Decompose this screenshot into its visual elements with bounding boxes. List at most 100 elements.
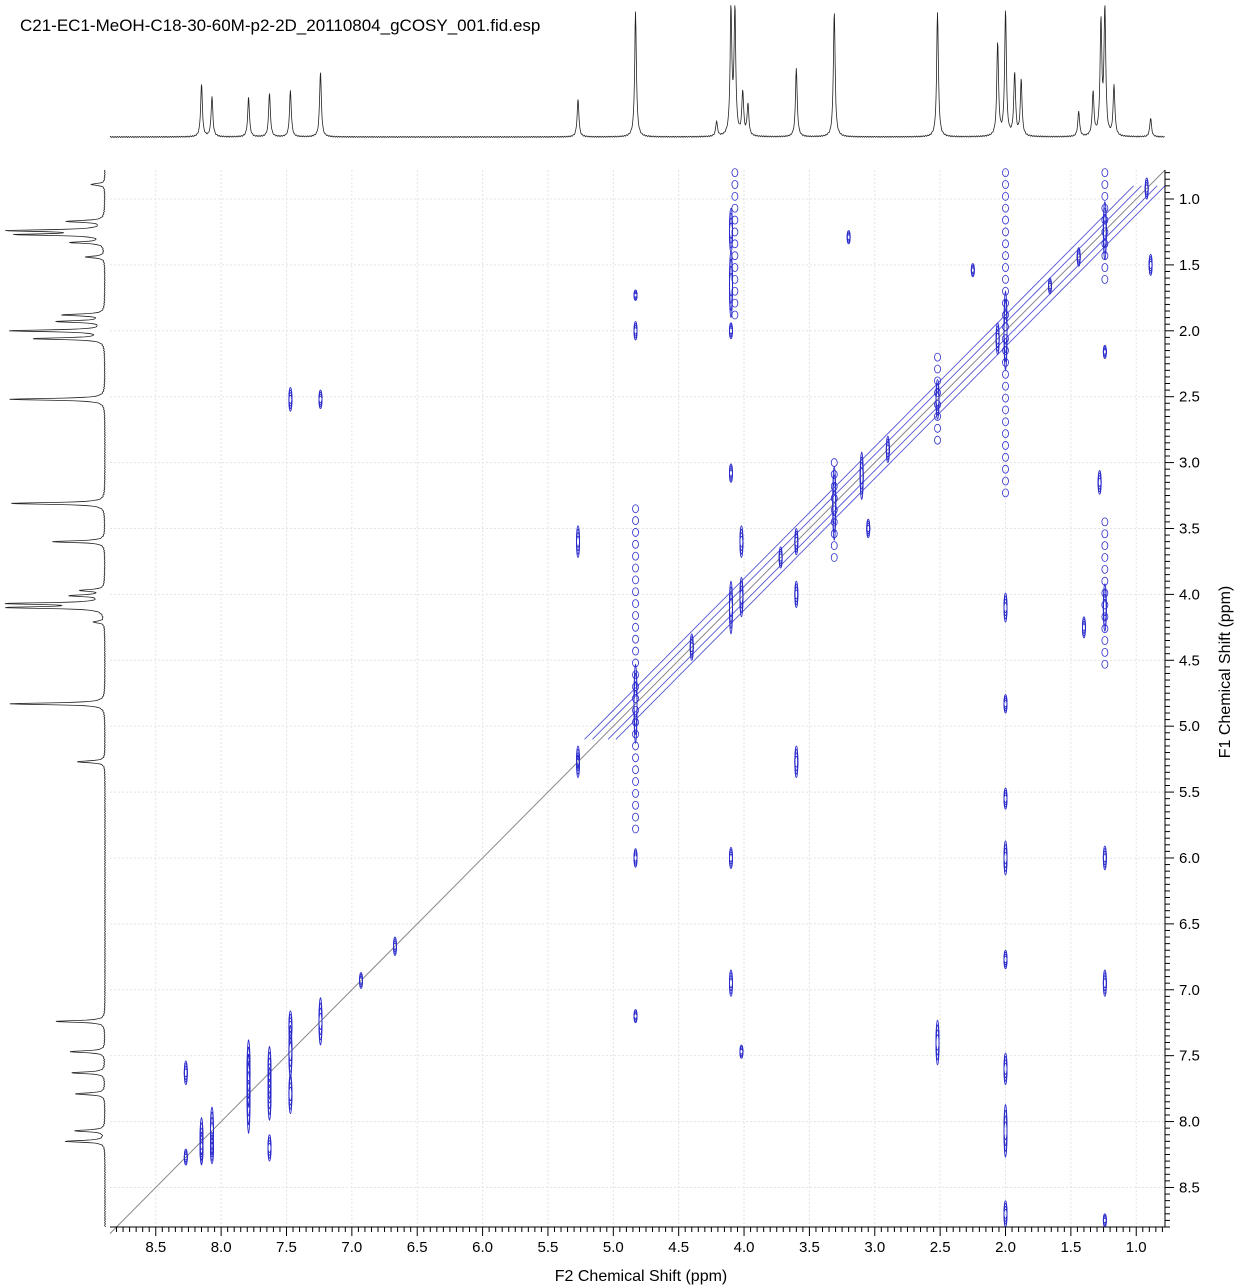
cross-peak [1148,253,1153,276]
noise-ridge-contour [934,352,941,362]
y-tick-label: 4.0 [1179,586,1200,603]
cross-peak [729,251,733,319]
noise-ridge-contour [632,717,639,727]
diagonal-peak-level [885,444,890,455]
diagonal-peak [267,1045,272,1100]
cross-peak-level [576,535,580,548]
cross-peak-level [1102,978,1107,989]
noise-ridge [830,458,838,562]
cross-peak [729,322,733,340]
noise-ridge-contour [1101,624,1109,634]
diagonal-contour-band [615,185,1166,740]
cross-peak-level [1081,623,1086,632]
cross-peak-level [267,1142,272,1153]
spectrum-file-title: C21-EC1-MeOH-C18-30-60M-p2-2D_20110804_g… [20,16,541,35]
cross-peak [935,1019,940,1066]
diagonal-peak [995,322,1000,355]
cross-peak-level [729,327,733,334]
noise-ridge-contour [632,812,639,822]
cross-peak-level [1003,1063,1008,1075]
cross-peak-level [288,1020,293,1033]
y-tick-label: 7.5 [1179,1048,1200,1065]
cross-peak-level [739,1049,744,1055]
noise-ridge [1101,517,1109,669]
cross-peak [1003,694,1008,714]
cross-peak-level [183,1068,188,1078]
cross-peak [729,207,733,254]
cross-peak-level [267,1084,272,1104]
f2-projection-trace [109,5,1165,139]
cross-peak [1003,1103,1008,1158]
diagonal-peak-level [267,1063,272,1083]
cross-peak-level [199,1142,204,1154]
cross-peak-level [210,1142,214,1154]
noise-ridge-contour [830,541,838,551]
noise-ridge-contour [1101,600,1109,610]
cross-peak [1102,583,1107,632]
x-tick-label: 1.0 [1126,1239,1147,1256]
noise-ridge-contour [632,824,639,834]
noise-ridge-contour [1101,274,1109,284]
diagonal-peak-level [1048,282,1052,290]
noise-ridge-contour [1002,429,1009,438]
noise-ridge-contour [1002,274,1009,284]
noise-ridge-contour [1101,564,1109,574]
y-tick-label: 5.5 [1179,784,1200,801]
f2-projection-spectrum [109,5,1165,139]
cross-peak-level [1102,1217,1107,1224]
cross-peak [1102,845,1107,871]
cross-peak [633,321,638,341]
diagonal-peak-level [859,467,864,485]
noise-ridge-contour [1002,203,1009,213]
noise-ridge-contour [830,517,838,527]
diagonal-peak [318,997,323,1046]
noise-ridge-contour [632,504,639,514]
cross-peak [794,745,799,779]
cross-peak [267,1067,272,1121]
noise-ridge-contour [1101,588,1109,598]
noise-ridge-contour [1002,322,1009,332]
diagonal-peak [729,580,733,635]
noise-ridge-contour [731,286,739,296]
noise-ridge-contour [1002,168,1009,178]
cross-peak [1102,969,1107,997]
y-tick-label: 7.0 [1179,982,1200,999]
f1-projection-trace [4,169,106,1228]
noise-ridge-contour [830,529,838,539]
noise-ridge [632,504,639,834]
noise-ridge-contour [1002,358,1009,367]
cross-peak [318,389,323,409]
y-tick-label: 1.5 [1179,257,1200,274]
cross-peak-level [1097,477,1102,487]
noise-ridge [1101,168,1109,284]
diagonal-peak-level [183,1154,188,1161]
diagonal-peak-level [739,589,744,605]
cross-peak [866,518,871,539]
noise-ridge-contour [1101,191,1109,201]
diagonal-peak-level [318,1012,323,1030]
noise-ridge-contour [632,539,639,549]
noise-ridge-contour [632,611,639,620]
diagonal-peak [689,633,694,661]
noise-ridge-contour [632,753,639,763]
noise-ridge-contour [934,376,941,386]
noise-ridge-contour [1101,612,1109,622]
x-tick-label: 2.0 [995,1239,1016,1256]
noise-ridge-contour [934,400,941,409]
cross-peak [210,1131,214,1165]
noise-ridge-contour [632,694,639,703]
plot-axes: 8.5 8.0 7.5 7.0 6.5 6.0 5.5 5.0 4.5 4.0 3.5 3.0 2.5 2… [110,170,1200,1256]
cross-peak-level [1102,599,1107,617]
noise-ridge-contour [1002,393,1009,403]
noise-ridge-contour [632,622,639,632]
x-tick-label: 3.5 [799,1239,820,1256]
noise-ridge-contour [632,765,639,775]
cross-peak [576,525,580,558]
noise-ridge-contour [632,705,639,715]
cross-peak [1003,840,1008,876]
cross-peak [633,289,638,301]
diagonal-peak [859,451,864,500]
noise-ridge-contour [1002,488,1009,498]
noise-ridge-contour [632,646,639,656]
diagonal-peak [778,546,783,569]
